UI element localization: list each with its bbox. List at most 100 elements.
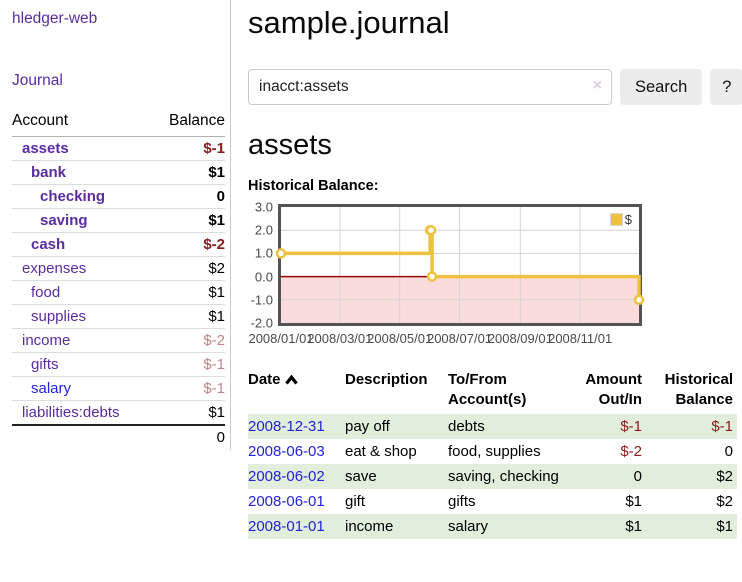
account-row: expenses $2 bbox=[12, 256, 225, 281]
clear-search-icon[interactable]: × bbox=[592, 77, 602, 94]
account-link[interactable]: cash bbox=[31, 236, 66, 253]
transaction-amount: $1 bbox=[625, 517, 642, 535]
chart-plot-area[interactable]: $ bbox=[275, 204, 645, 326]
sidebar-item-journal[interactable]: Journal bbox=[12, 72, 63, 89]
account-row: gifts $-1 bbox=[12, 352, 225, 377]
column-header-to-from-account-s: To/From Account(s) bbox=[448, 362, 574, 414]
transaction-accounts: salary bbox=[448, 517, 489, 535]
transaction-date-link[interactable]: 2008-12-31 bbox=[248, 417, 325, 435]
account-balance: 0 bbox=[152, 184, 225, 209]
column-header-description: Description bbox=[345, 362, 448, 414]
transaction-accounts: debts bbox=[448, 417, 485, 435]
column-header-label: Amount Out/In bbox=[585, 371, 642, 408]
accounts-total-spacer bbox=[12, 424, 153, 449]
transaction-row: 2008-06-03 eat & shop food, supplies $-2 0 bbox=[248, 439, 737, 464]
account-row: liabilities:debts $1 bbox=[12, 401, 225, 426]
transaction-row: 2008-06-01 gift gifts $1 $2 bbox=[248, 489, 737, 514]
transactions-table-body: 2008-12-31 pay off debts $-1 $-1 2008-06-03 ea… bbox=[248, 414, 737, 539]
account-link[interactable]: saving bbox=[40, 212, 88, 229]
account-row: cash $-2 bbox=[12, 232, 225, 257]
column-header-label: Historical Balance bbox=[664, 371, 733, 408]
column-header-date[interactable]: Date bbox=[248, 362, 345, 414]
account-name-cell: salary bbox=[12, 376, 153, 401]
account-name-cell: gifts bbox=[12, 352, 153, 377]
column-header-amount-out-in: Amount Out/In bbox=[574, 362, 646, 414]
account-name-cell: cash bbox=[12, 232, 153, 257]
account-balance: $-1 bbox=[152, 376, 225, 401]
account-balance: $1 bbox=[208, 404, 225, 421]
chart-legend: $ bbox=[609, 212, 632, 227]
account-name-cell: supplies bbox=[12, 304, 153, 329]
account-link[interactable]: checking bbox=[40, 188, 106, 205]
account-link[interactable]: assets bbox=[22, 140, 69, 157]
account-link[interactable]: gifts bbox=[31, 356, 59, 373]
transaction-description: eat & shop bbox=[345, 442, 417, 460]
transaction-description: gift bbox=[345, 492, 366, 510]
search-form: × Search ? bbox=[248, 69, 742, 105]
x-tick-label: 2008/03/01 bbox=[307, 331, 373, 346]
account-link[interactable]: expenses bbox=[22, 260, 87, 277]
account-row: salary $-1 bbox=[12, 376, 225, 401]
app-title-link[interactable]: hledger-web bbox=[12, 10, 98, 27]
account-row: supplies $1 bbox=[12, 304, 225, 329]
x-tick-label: 2008/01/01 bbox=[248, 331, 314, 346]
account-balance: $1 bbox=[152, 280, 225, 305]
transaction-date-link[interactable]: 2008-06-01 bbox=[248, 492, 325, 510]
x-tick-label: 2008/11/01 bbox=[548, 331, 613, 346]
transaction-balance: 0 bbox=[724, 442, 733, 460]
transaction-date-link[interactable]: 2008-06-03 bbox=[248, 442, 325, 460]
x-tick-label: 2008/09/01 bbox=[487, 331, 553, 346]
sidebar: hledger-web Journal Account Balance asse… bbox=[0, 0, 231, 450]
transaction-amount: $-1 bbox=[620, 417, 642, 435]
account-row: assets $-1 bbox=[12, 136, 225, 161]
accounts-header-balance: Balance bbox=[152, 109, 225, 137]
account-link[interactable]: liabilities:debts bbox=[22, 404, 120, 421]
transaction-accounts: saving, checking bbox=[448, 467, 559, 485]
accounts-header-account: Account bbox=[12, 109, 153, 137]
account-heading: assets bbox=[248, 129, 332, 161]
accounts-table: Account Balance assets $-1 bank $1 checking 0… bbox=[12, 109, 225, 449]
transaction-balance: $2 bbox=[716, 467, 733, 485]
transactions-header-row: Date Description To/From Account(s) Amount … bbox=[248, 362, 737, 414]
account-link[interactable]: bank bbox=[31, 164, 67, 181]
transaction-date-cell: 2008-06-02 bbox=[248, 464, 345, 489]
transaction-date-cell: 2008-06-01 bbox=[248, 489, 345, 514]
search-input[interactable] bbox=[248, 69, 612, 105]
x-tick-label: 2008/05/01 bbox=[367, 331, 433, 346]
account-balance: $1 bbox=[152, 304, 225, 329]
transaction-date-link[interactable]: 2008-01-01 bbox=[248, 517, 325, 535]
legend-label: $ bbox=[624, 212, 632, 227]
transaction-date-link[interactable]: 2008-06-02 bbox=[248, 467, 325, 485]
column-header-historical-balance: Historical Balance bbox=[646, 362, 737, 414]
transaction-accounts: food, supplies bbox=[448, 442, 541, 460]
legend-color-swatch bbox=[609, 213, 623, 226]
page-title: sample.journal bbox=[248, 5, 450, 40]
account-link[interactable]: food bbox=[31, 284, 61, 301]
x-tick-label: 2008/07/01 bbox=[426, 331, 493, 346]
account-name-cell: income bbox=[12, 328, 153, 353]
column-header-label: Date bbox=[248, 371, 281, 388]
search-button[interactable]: Search bbox=[620, 69, 703, 105]
account-link[interactable]: income bbox=[22, 332, 71, 349]
transaction-row: 2008-01-01 income salary $1 $1 bbox=[248, 514, 737, 539]
account-balance: $-1 bbox=[152, 352, 225, 377]
account-balance: $-2 bbox=[152, 328, 225, 353]
sort-ascending-icon bbox=[284, 374, 298, 385]
chart-plot-svg bbox=[275, 207, 645, 323]
account-name-cell: assets bbox=[12, 136, 153, 161]
y-tick-label: 3.0 bbox=[254, 199, 273, 215]
account-link[interactable]: supplies bbox=[31, 308, 87, 325]
transaction-row: 2008-12-31 pay off debts $-1 $-1 bbox=[248, 414, 737, 439]
accounts-table-body: assets $-1 bank $1 checking 0 saving $1 cash $-2 e… bbox=[12, 136, 225, 426]
account-row: saving $1 bbox=[12, 208, 225, 233]
account-name-cell: checking bbox=[12, 184, 153, 209]
account-balance: $1 bbox=[152, 208, 225, 233]
help-button[interactable]: ? bbox=[710, 69, 742, 105]
account-row: income $-2 bbox=[12, 328, 225, 353]
account-balance: $1 bbox=[152, 160, 225, 185]
accounts-total-row: 0 bbox=[12, 424, 225, 449]
account-link[interactable]: salary bbox=[31, 380, 72, 397]
chart-title: Historical Balance: bbox=[248, 178, 379, 194]
account-row: food $1 bbox=[12, 280, 225, 305]
transaction-date-cell: 2008-12-31 bbox=[248, 414, 345, 439]
